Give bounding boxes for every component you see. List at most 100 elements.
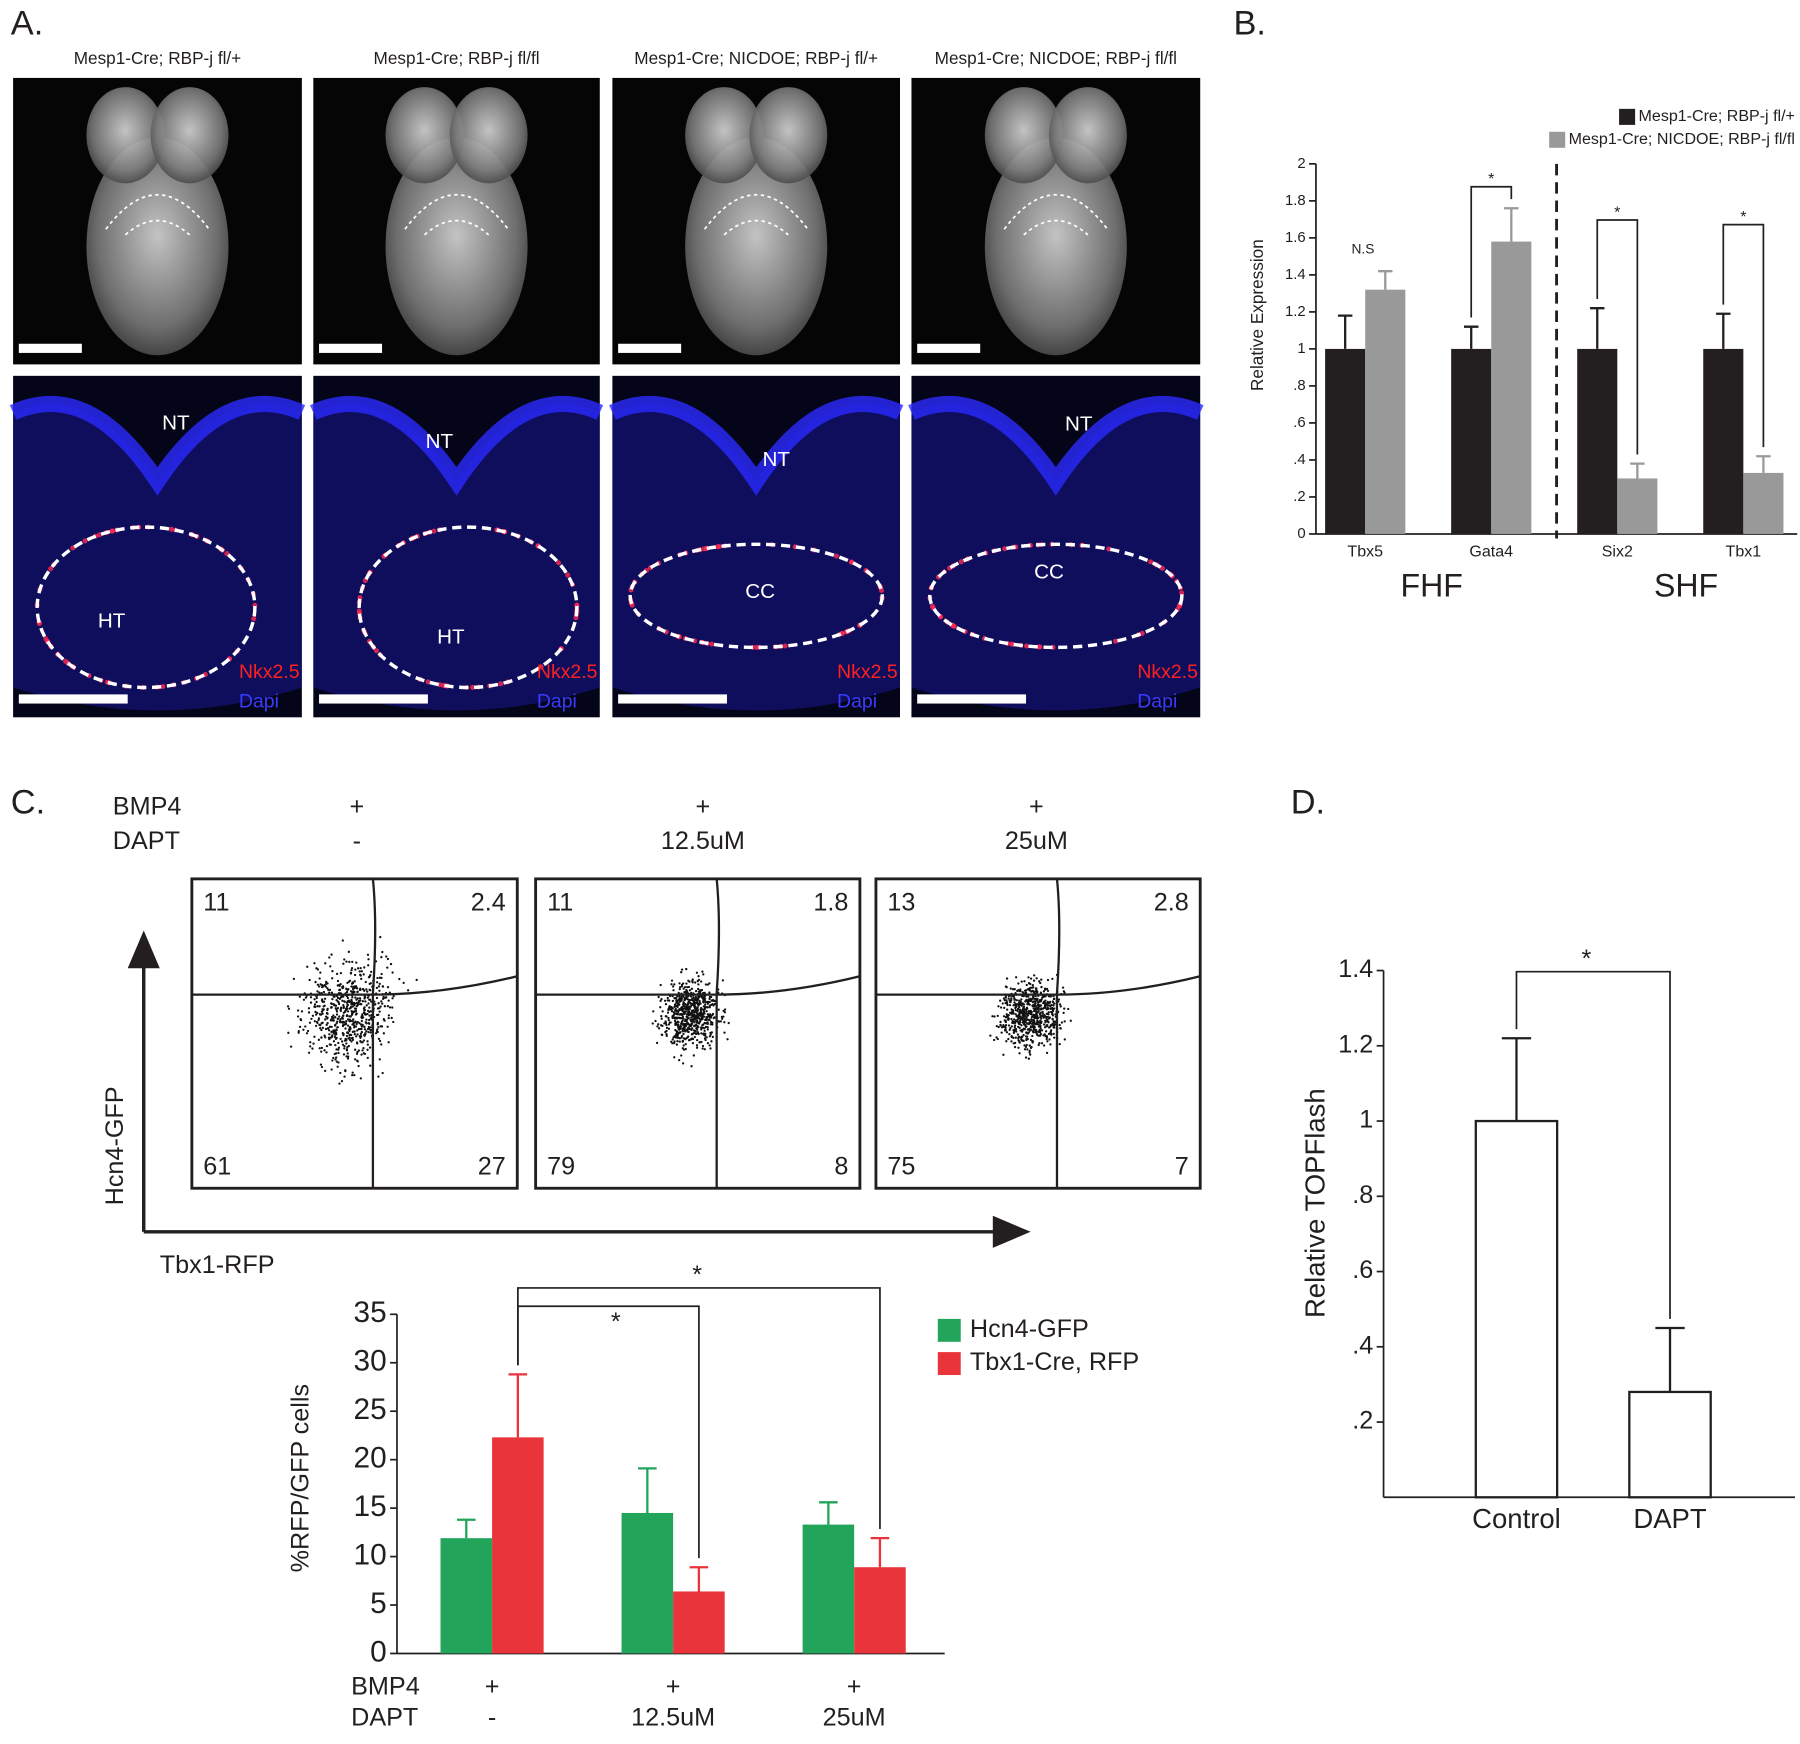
cytometry-dot xyxy=(345,1014,349,1018)
cytometry-dot xyxy=(1025,1012,1028,1015)
cytometry-dot xyxy=(292,977,296,981)
bar xyxy=(440,1538,493,1654)
error-bar xyxy=(1501,1037,1532,1122)
cytometry-dot xyxy=(1046,989,1050,992)
cytometry-dot xyxy=(1031,1034,1034,1038)
error-bar xyxy=(1590,307,1605,349)
cytometry-dot xyxy=(706,1041,710,1045)
cytometry-dot xyxy=(336,979,340,983)
gate xyxy=(191,975,518,996)
cytometry-dot xyxy=(673,997,676,1000)
cytometry-dot xyxy=(696,1038,699,1042)
arrow-head xyxy=(127,930,160,969)
cytometry-dot xyxy=(1014,1009,1017,1012)
cytometry-dot xyxy=(346,1010,350,1013)
cytometry-dot xyxy=(390,1016,393,1020)
cytometry-dot xyxy=(670,1040,673,1043)
cytometry-dot xyxy=(353,1024,356,1027)
cytometry-dot xyxy=(308,1021,312,1024)
cytometry-dot xyxy=(701,970,704,973)
x-tick-label: Control xyxy=(1472,1503,1561,1534)
cytometry-dot xyxy=(1032,1028,1035,1031)
cytometry-dot xyxy=(688,1024,691,1028)
y-axis-label: Relative TOPFlash xyxy=(1299,1088,1330,1318)
nkx-signal xyxy=(958,559,964,565)
cytometry-dot xyxy=(1034,1010,1037,1013)
cytometry-dot xyxy=(304,1025,307,1028)
cytometry-dot xyxy=(1011,1011,1014,1015)
cytometry-dot xyxy=(675,1032,678,1036)
cytometry-dot xyxy=(307,1007,311,1010)
cytometry-dot xyxy=(368,1022,371,1025)
cytometry-dot xyxy=(999,1023,1002,1027)
cytometry-dot xyxy=(695,1020,698,1023)
cytometry-dot xyxy=(306,1029,310,1033)
y-tick-label: 1.2 xyxy=(1285,304,1306,320)
cytometry-dot xyxy=(1049,1024,1053,1027)
cytometry-dot xyxy=(1036,998,1039,1002)
cytometry-dot xyxy=(687,1010,691,1013)
cytometry-dot xyxy=(1039,1004,1042,1007)
cytometry-dot xyxy=(1025,1043,1028,1047)
cytometry-dot xyxy=(1029,1053,1032,1056)
error-bar xyxy=(1337,314,1353,349)
cytometry-dot xyxy=(997,1005,1000,1008)
cytometry-dot xyxy=(375,1013,379,1017)
cytometry-dot xyxy=(324,1015,328,1018)
cytometry-dot xyxy=(652,1010,655,1013)
cytometry-dot xyxy=(312,1042,315,1045)
cytometry-dot xyxy=(345,1020,348,1023)
cytometry-dot xyxy=(338,1015,341,1018)
cytometry-dot xyxy=(333,1003,336,1006)
cytometry-dot xyxy=(700,1040,703,1044)
cytometry-dot xyxy=(1012,1004,1015,1007)
cytometry-dot xyxy=(667,1027,671,1030)
heart-outline xyxy=(105,194,210,230)
annotation: * xyxy=(611,1308,621,1336)
cytometry-dot xyxy=(330,1068,333,1071)
nkx-signal xyxy=(709,641,715,647)
bar xyxy=(1474,1119,1559,1499)
cytometry-dot xyxy=(350,985,353,988)
cytometry-dot xyxy=(381,1002,384,1005)
cytometry-dot xyxy=(1002,1015,1006,1018)
cytometry-dot xyxy=(695,1046,699,1049)
cytometry-dot xyxy=(1049,1007,1052,1010)
stain-label: Dapi xyxy=(1137,691,1177,713)
cytometry-dot xyxy=(701,1047,704,1050)
error-bar xyxy=(1655,1326,1685,1392)
y-tick-label: 0 xyxy=(1297,526,1305,542)
cytometry-dot xyxy=(367,1002,370,1005)
cytometry-dot xyxy=(319,1063,323,1066)
cytometry-dot xyxy=(345,1042,348,1045)
cytometry-dot xyxy=(689,995,693,998)
quadrant-value: 75 xyxy=(887,1152,915,1180)
cytometry-dot xyxy=(697,975,700,978)
cytometry-dot xyxy=(674,1007,677,1011)
cytometry-dot xyxy=(336,996,340,1000)
cytometry-dot xyxy=(346,1031,349,1034)
heart-outline xyxy=(124,219,191,236)
cytometry-dot xyxy=(335,972,339,976)
embryo-lobe xyxy=(685,87,764,184)
cytometry-dot xyxy=(1030,999,1033,1003)
cytometry-dot xyxy=(325,1044,329,1048)
cytometry-dot xyxy=(1004,1024,1008,1027)
cytometry-dot xyxy=(360,1030,363,1034)
cytometry-dot xyxy=(340,1079,344,1083)
cytometry-dot xyxy=(350,1010,353,1013)
cytometry-dot xyxy=(1047,1020,1050,1023)
cytometry-dot xyxy=(1051,1018,1054,1021)
cytometry-dot xyxy=(721,979,725,982)
cytometry-dot xyxy=(689,1019,693,1023)
cytometry-dot xyxy=(989,1034,992,1037)
cytometry-dot xyxy=(322,1008,325,1011)
annotation: * xyxy=(692,1261,702,1289)
cytometry-dot xyxy=(362,1052,365,1055)
cytometry-dot xyxy=(1059,1026,1062,1030)
cytometry-dot xyxy=(1043,987,1047,990)
cytometry-dot xyxy=(1018,1026,1021,1030)
cytometry-dot xyxy=(1024,1014,1027,1018)
cytometry-dot xyxy=(391,997,394,1000)
cytometry-dot xyxy=(1034,1004,1037,1008)
